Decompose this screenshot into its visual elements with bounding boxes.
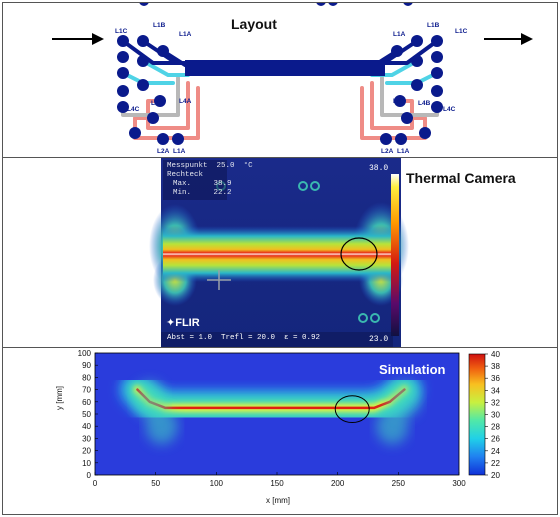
colorbar-tick-label: 30 bbox=[491, 411, 500, 420]
hotspot-marker bbox=[334, 395, 370, 424]
x-axis-label: x [mm] bbox=[266, 496, 290, 505]
colorbar-tick-label: 32 bbox=[491, 398, 500, 407]
colorbar-tick-label: 36 bbox=[491, 374, 500, 383]
rechteck-label: Rechteck bbox=[167, 171, 204, 179]
colorbar-tick-label: 22 bbox=[491, 459, 500, 468]
colorbar-tick-label: 24 bbox=[491, 447, 500, 456]
thermal-panel: Messpunkt 25.0 °C Rechteck Max. 38.9 Min… bbox=[3, 158, 557, 347]
pad-label: L1B bbox=[427, 22, 440, 29]
colorbar-tick-label: 38 bbox=[491, 362, 500, 371]
pad-label: L1C bbox=[455, 28, 468, 35]
pad-label: L4A bbox=[179, 98, 192, 105]
layout-drawing: L1C L1B L1A L4C L4B L4A L2A L1A L1A L1B … bbox=[52, 3, 533, 155]
y-tick-label: 70 bbox=[82, 386, 91, 395]
y-tick-label: 20 bbox=[82, 447, 91, 456]
colorbar-tick-label: 34 bbox=[491, 386, 500, 395]
max-label: Max. bbox=[173, 180, 192, 188]
central-bus-trace bbox=[185, 60, 385, 76]
colorbar-tick-label: 28 bbox=[491, 423, 500, 432]
y-tick-label: 100 bbox=[78, 349, 92, 358]
y-tick-label: 10 bbox=[82, 459, 91, 468]
heat-lobe bbox=[133, 381, 166, 418]
pad-label: L4B bbox=[418, 100, 431, 107]
x-tick-label: 200 bbox=[331, 479, 345, 488]
x-tick-label: 50 bbox=[151, 479, 160, 488]
y-axis-label: y [mm] bbox=[55, 386, 64, 410]
divider-1 bbox=[2, 157, 558, 158]
y-tick-label: 0 bbox=[87, 471, 92, 480]
camera-parameters: Abst = 1.0 Trefl = 20.0 ε = 0.92 bbox=[167, 334, 321, 342]
pad-label: L4B bbox=[151, 100, 164, 107]
y-tick-label: 80 bbox=[82, 373, 91, 382]
y-tick-label: 90 bbox=[82, 361, 91, 370]
pad-label: L1B bbox=[153, 22, 166, 29]
x-tick-label: 250 bbox=[392, 479, 406, 488]
unit-label: °C bbox=[243, 162, 253, 170]
colorbar bbox=[468, 353, 486, 476]
pad bbox=[139, 3, 149, 6]
x-tick-label: 100 bbox=[210, 479, 224, 488]
pad-label: L2A bbox=[157, 148, 170, 155]
x-tick-label: 0 bbox=[93, 479, 98, 488]
pad-label: L4C bbox=[443, 106, 456, 113]
output-arrow-icon bbox=[484, 33, 533, 45]
pad-label: L4C bbox=[127, 106, 140, 113]
pad-label: L1C bbox=[115, 28, 128, 35]
simulation-panel: 0 50 100 150 200 250 300 0 10 20 30 40 50 60 70 80 90 100… bbox=[3, 348, 557, 514]
scale-max-label: 38.0 bbox=[369, 164, 389, 173]
divider-2 bbox=[2, 347, 558, 348]
y-tick-label: 60 bbox=[82, 398, 91, 407]
heat-lobe bbox=[388, 381, 421, 418]
left-pads bbox=[117, 35, 184, 145]
layout-title: Layout bbox=[231, 16, 277, 32]
thermal-image bbox=[149, 158, 409, 347]
y-tick-label: 40 bbox=[82, 422, 91, 431]
temperature-scale-bar bbox=[391, 174, 399, 336]
pad bbox=[316, 3, 326, 6]
min-value: 22.2 bbox=[213, 189, 232, 197]
simulation-heatmap: 0 50 100 150 200 250 300 0 10 20 30 40 50 60 70 80 90 100… bbox=[78, 349, 501, 488]
pad-label: L1A bbox=[173, 148, 186, 155]
heat-lobe bbox=[376, 408, 409, 445]
y-tick-label: 30 bbox=[82, 434, 91, 443]
min-label: Min. bbox=[173, 189, 192, 197]
crosshair-icon bbox=[207, 270, 231, 290]
colorbar-tick-label: 40 bbox=[491, 350, 500, 359]
x-tick-label: 300 bbox=[452, 479, 466, 488]
simulation-title: Simulation bbox=[379, 362, 446, 377]
right-pads bbox=[380, 35, 443, 145]
pad-label: L1A bbox=[397, 148, 410, 155]
colorbar-tick-label: 20 bbox=[491, 471, 500, 480]
pad bbox=[403, 3, 413, 6]
pad-label: L4A bbox=[393, 98, 406, 105]
pad-label: L2A bbox=[381, 148, 394, 155]
scale-min-label: 23.0 bbox=[369, 335, 389, 344]
layout-panel: L1C L1B L1A L4C L4B L4A L2A L1A L1A L1B … bbox=[3, 3, 557, 157]
pad-label: L1A bbox=[393, 31, 406, 38]
input-arrow-icon bbox=[52, 33, 104, 45]
hotspot-marker bbox=[340, 237, 378, 271]
y-tick-label: 50 bbox=[82, 410, 91, 419]
heat-lobe bbox=[145, 408, 178, 445]
pad bbox=[328, 3, 338, 6]
flir-logo: ✦FLIR bbox=[166, 317, 200, 329]
x-tick-label: 150 bbox=[270, 479, 284, 488]
pad-label: L1A bbox=[179, 31, 192, 38]
messpunkt-value: 25.0 bbox=[216, 162, 235, 170]
max-value: 38.9 bbox=[213, 180, 232, 188]
thermal-title: Thermal Camera bbox=[406, 170, 516, 186]
colorbar-tick-label: 26 bbox=[491, 435, 500, 444]
measurement-overlay: Messpunkt 25.0 °C Rechteck Max. 38.9 Min… bbox=[167, 162, 253, 198]
messpunkt-label: Messpunkt bbox=[167, 162, 208, 170]
